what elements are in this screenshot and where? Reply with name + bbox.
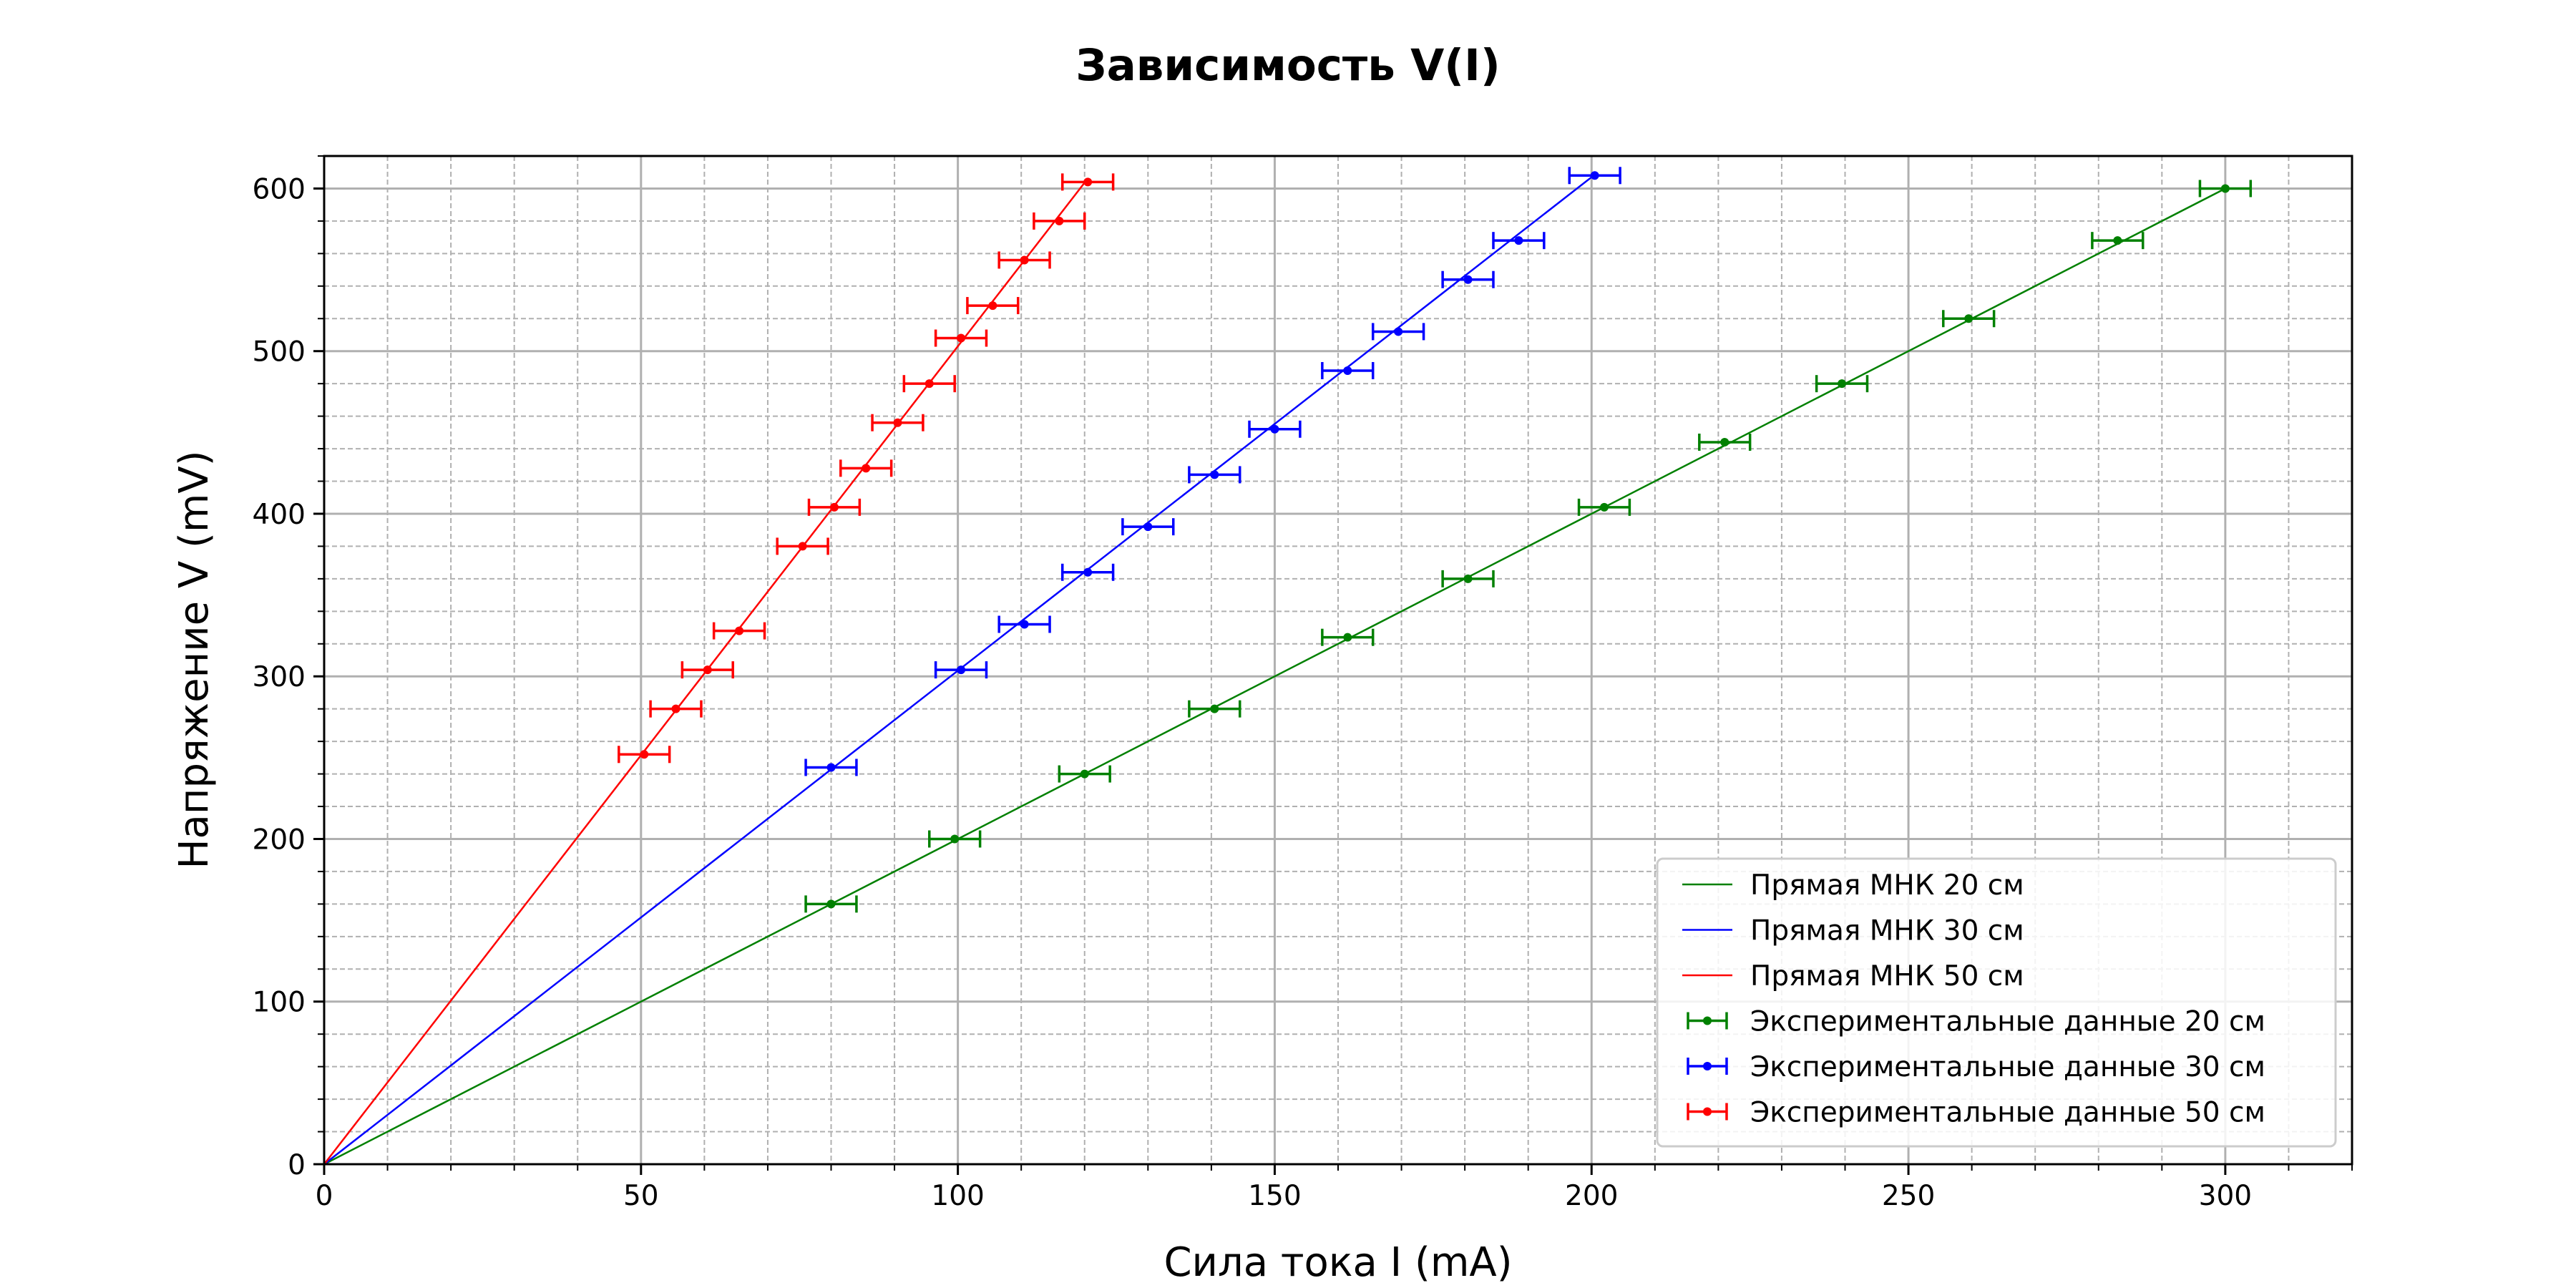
fit-line xyxy=(323,182,1085,1165)
fit-line xyxy=(323,187,2226,1166)
data-point xyxy=(1083,177,1093,187)
data-points xyxy=(618,167,2253,913)
data-point xyxy=(950,834,960,844)
legend-marker xyxy=(1703,1016,1712,1025)
legend-label: Экспериментальные данные 30 см xyxy=(1750,1051,2265,1083)
x-tick-label: 50 xyxy=(623,1180,659,1212)
legend-label: Экспериментальные данные 20 см xyxy=(1750,1006,2265,1038)
data-point xyxy=(703,665,712,675)
data-point xyxy=(1463,275,1473,284)
data-point xyxy=(1055,216,1064,225)
axis-ticks: 0 50 100 150 200 250 300 0 100 200 300 400 500 600 xyxy=(253,155,2353,1212)
y-tick-label: 500 xyxy=(253,336,306,369)
data-point xyxy=(988,301,997,311)
data-point xyxy=(957,665,966,675)
data-point xyxy=(2113,236,2122,245)
x-tick-label: 200 xyxy=(1565,1180,1618,1212)
data-point xyxy=(735,626,744,635)
x-axis-label: Сила тока I (mA) xyxy=(1163,1239,1512,1286)
legend-label: Прямая МНК 30 см xyxy=(1750,915,2024,947)
x-tick-label: 150 xyxy=(1248,1180,1301,1212)
data-point xyxy=(829,502,839,512)
data-point xyxy=(893,418,902,427)
y-tick-label: 0 xyxy=(288,1149,306,1181)
legend: Прямая МНК 20 см Прямая МНК 30 см Прямая М… xyxy=(1656,857,2337,1148)
data-point xyxy=(2220,184,2230,193)
legend-label: Прямая МНК 20 см xyxy=(1750,869,2024,902)
data-point xyxy=(1210,470,1219,479)
data-point xyxy=(862,464,871,473)
data-point xyxy=(1083,567,1093,577)
data-point xyxy=(1590,171,1599,180)
data-point xyxy=(1020,620,1029,629)
legend-box xyxy=(1656,857,2337,1148)
data-point xyxy=(924,379,934,389)
x-tick-label: 300 xyxy=(2199,1180,2252,1212)
x-tick-label: 100 xyxy=(931,1180,984,1212)
minor-grid xyxy=(324,155,2353,1164)
data-point xyxy=(957,333,966,343)
y-tick-label: 600 xyxy=(253,173,306,205)
data-point xyxy=(798,542,807,551)
data-point xyxy=(1599,502,1609,512)
data-point xyxy=(1020,255,1029,265)
data-point xyxy=(1080,769,1089,779)
data-point xyxy=(1964,314,1974,323)
data-point xyxy=(1394,327,1403,336)
y-tick-label: 400 xyxy=(253,499,306,531)
data-point xyxy=(1720,437,1729,447)
data-point xyxy=(1514,236,1523,245)
legend-marker xyxy=(1703,1062,1712,1070)
legend-label: Прямая МНК 50 см xyxy=(1750,960,2024,992)
data-point xyxy=(1343,366,1352,375)
data-point xyxy=(640,750,649,759)
x-tick-label: 250 xyxy=(1882,1180,1935,1212)
data-point xyxy=(1210,704,1219,713)
legend-marker xyxy=(1703,1107,1712,1116)
data-point xyxy=(826,899,836,909)
data-point xyxy=(671,704,680,713)
data-point xyxy=(1270,424,1279,434)
data-point xyxy=(1838,379,1847,389)
y-axis-label: Напряжение V (mV) xyxy=(171,450,218,869)
y-tick-label: 300 xyxy=(253,661,306,693)
data-point xyxy=(1143,522,1153,532)
x-tick-label: 0 xyxy=(316,1180,333,1212)
data-point xyxy=(826,763,836,772)
y-tick-label: 200 xyxy=(253,824,306,856)
data-point xyxy=(1463,574,1473,583)
legend-label: Экспериментальные данные 50 см xyxy=(1750,1097,2265,1129)
y-tick-label: 100 xyxy=(253,987,306,1019)
data-point xyxy=(1343,633,1352,642)
chart-title: Зависимость V(I) xyxy=(1075,40,1501,91)
